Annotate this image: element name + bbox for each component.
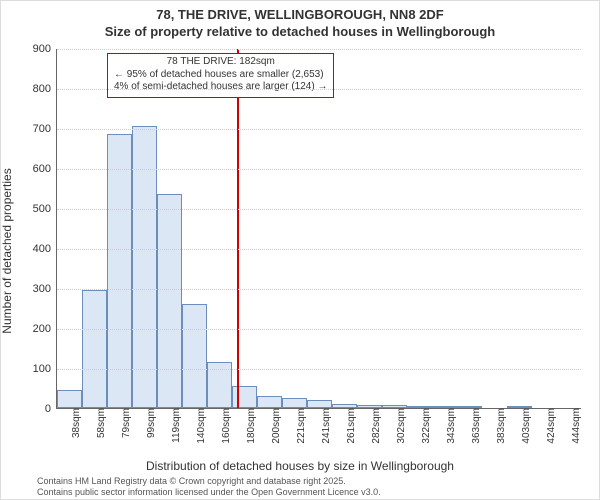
y-tick-label: 100 xyxy=(33,363,51,375)
gridline xyxy=(57,329,581,330)
marker-smaller-text: ← 95% of detached houses are smaller (2,… xyxy=(114,69,327,82)
histogram-bar xyxy=(57,390,82,408)
x-tick-label: 261sqm xyxy=(346,408,357,444)
x-tick-label: 241sqm xyxy=(321,408,332,444)
bars-layer xyxy=(57,49,581,408)
gridline xyxy=(57,369,581,370)
x-tick-label: 363sqm xyxy=(471,408,482,444)
histogram-bar xyxy=(182,304,207,408)
footnote-line2: Contains public sector information licen… xyxy=(37,487,381,497)
gridline xyxy=(57,209,581,210)
footnote: Contains HM Land Registry data © Crown c… xyxy=(37,476,381,497)
gridline xyxy=(57,249,581,250)
gridline xyxy=(57,169,581,170)
x-tick-label: 302sqm xyxy=(396,408,407,444)
histogram-bar xyxy=(107,134,132,408)
y-tick-label: 600 xyxy=(33,163,51,175)
x-tick-label: 119sqm xyxy=(171,408,182,443)
x-tick-label: 200sqm xyxy=(271,408,282,444)
histogram-bar xyxy=(157,194,182,408)
histogram-bar xyxy=(257,396,282,408)
x-tick-label: 221sqm xyxy=(296,408,307,444)
x-tick-label: 160sqm xyxy=(221,408,232,444)
y-tick-label: 0 xyxy=(45,403,51,415)
gridline xyxy=(57,289,581,290)
y-tick-label: 800 xyxy=(33,83,51,95)
y-tick-label: 500 xyxy=(33,203,51,215)
x-tick-label: 282sqm xyxy=(371,408,382,444)
histogram-bar xyxy=(307,400,332,408)
chart-title-line1: 78, THE DRIVE, WELLINGBOROUGH, NN8 2DF xyxy=(1,7,599,22)
chart-title-line2: Size of property relative to detached ho… xyxy=(1,24,599,39)
x-tick-label: 444sqm xyxy=(571,408,582,444)
y-tick-label: 700 xyxy=(33,123,51,135)
marker-line xyxy=(237,49,239,408)
x-tick-label: 58sqm xyxy=(96,408,107,438)
x-tick-label: 424sqm xyxy=(546,408,557,444)
y-tick-label: 200 xyxy=(33,323,51,335)
plot-area: 78 THE DRIVE: 182sqm ← 95% of detached h… xyxy=(56,49,581,409)
y-tick-label: 900 xyxy=(33,43,51,55)
x-tick-label: 403sqm xyxy=(521,408,532,444)
footnote-line1: Contains HM Land Registry data © Crown c… xyxy=(37,476,381,486)
y-tick-label: 300 xyxy=(33,283,51,295)
x-tick-label: 343sqm xyxy=(446,408,457,444)
histogram-bar xyxy=(232,386,257,408)
histogram-bar xyxy=(82,290,107,408)
marker-title: 78 THE DRIVE: 182sqm xyxy=(114,56,327,69)
gridline xyxy=(57,89,581,90)
y-axis-label: Number of detached properties xyxy=(0,168,14,333)
histogram-bar xyxy=(282,398,307,408)
gridline xyxy=(57,129,581,130)
x-tick-label: 38sqm xyxy=(71,408,82,438)
x-tick-label: 99sqm xyxy=(146,408,157,438)
gridline xyxy=(57,49,581,50)
x-tick-label: 322sqm xyxy=(421,408,432,444)
y-tick-label: 400 xyxy=(33,243,51,255)
x-tick-label: 180sqm xyxy=(246,408,257,444)
x-tick-label: 79sqm xyxy=(121,408,132,438)
marker-larger-text: 4% of semi-detached houses are larger (1… xyxy=(114,81,327,94)
x-axis-label: Distribution of detached houses by size … xyxy=(1,459,599,473)
x-tick-label: 140sqm xyxy=(196,408,207,444)
marker-callout: 78 THE DRIVE: 182sqm ← 95% of detached h… xyxy=(107,53,334,98)
chart-container: 78, THE DRIVE, WELLINGBOROUGH, NN8 2DF S… xyxy=(0,0,600,500)
x-tick-label: 383sqm xyxy=(496,408,507,444)
